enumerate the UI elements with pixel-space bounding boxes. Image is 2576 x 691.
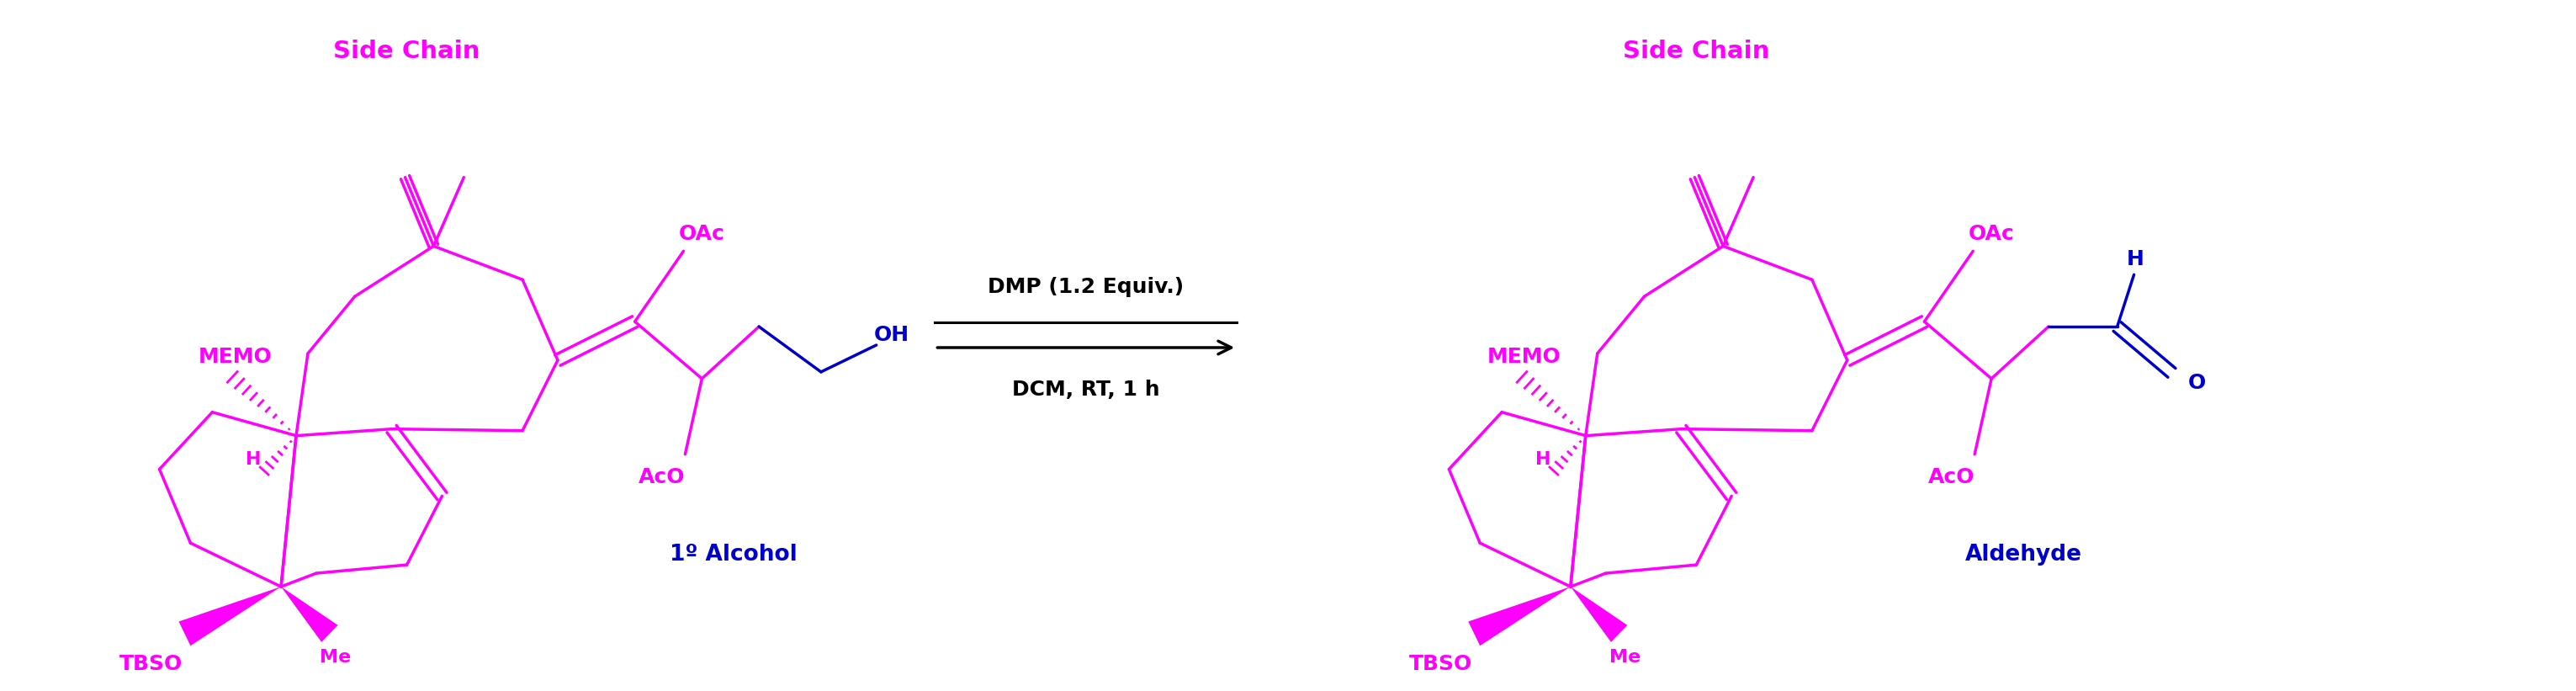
- Text: AcO: AcO: [1927, 468, 1976, 488]
- Text: OAc: OAc: [1968, 225, 2014, 245]
- Text: Me: Me: [1610, 649, 1641, 665]
- Text: TBSO: TBSO: [118, 654, 183, 674]
- Polygon shape: [281, 587, 337, 642]
- Text: O: O: [2187, 372, 2205, 393]
- Text: MEMO: MEMO: [1486, 347, 1561, 367]
- Text: 1º Alcohol: 1º Alcohol: [670, 544, 799, 566]
- Text: TBSO: TBSO: [1409, 654, 1473, 674]
- Text: H: H: [2128, 249, 2143, 269]
- Polygon shape: [1468, 587, 1571, 645]
- Polygon shape: [1571, 587, 1628, 642]
- Text: MEMO: MEMO: [198, 347, 273, 367]
- Text: OAc: OAc: [680, 225, 724, 245]
- Text: Me: Me: [319, 649, 350, 665]
- Text: Aldehyde: Aldehyde: [1965, 544, 2081, 566]
- Text: H: H: [1535, 451, 1551, 468]
- Text: Side Chain: Side Chain: [332, 39, 479, 64]
- Text: DMP (1.2 Equiv.): DMP (1.2 Equiv.): [987, 277, 1185, 297]
- Polygon shape: [178, 587, 281, 645]
- Text: AcO: AcO: [639, 468, 685, 488]
- Text: DCM, RT, 1 h: DCM, RT, 1 h: [1012, 379, 1159, 399]
- Text: Side Chain: Side Chain: [1623, 39, 1770, 64]
- Text: OH: OH: [873, 325, 909, 345]
- Text: H: H: [245, 451, 260, 468]
